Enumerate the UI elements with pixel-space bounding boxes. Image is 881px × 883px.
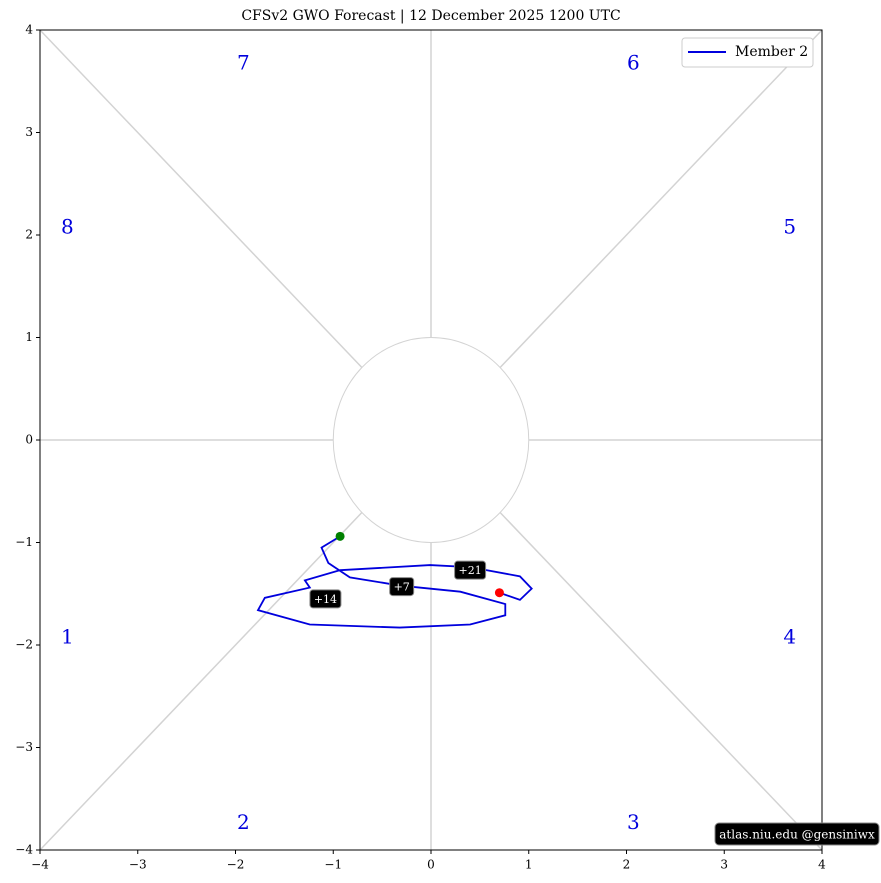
phase-label: 8 xyxy=(61,214,74,238)
phase-label: 2 xyxy=(237,810,250,834)
chart-title: CFSv2 GWO Forecast | 12 December 2025 12… xyxy=(241,8,620,24)
watermark-box xyxy=(714,822,880,846)
center-circle xyxy=(332,337,530,543)
x-tick-label: −2 xyxy=(227,858,245,872)
x-tick-label: 3 xyxy=(720,858,728,872)
y-tick-label: 4 xyxy=(25,23,33,37)
phase-label: 3 xyxy=(627,810,640,834)
phase-label: 6 xyxy=(627,50,640,74)
x-tick-label: 2 xyxy=(623,858,631,872)
divider xyxy=(39,511,363,851)
y-tick-label: −2 xyxy=(15,638,33,652)
endpoint-marker xyxy=(494,588,504,598)
day-annotation: +7 xyxy=(389,577,415,597)
divider xyxy=(499,511,823,851)
annotation-label: +21 xyxy=(458,564,481,577)
legend: Member 2 xyxy=(681,37,814,68)
annotation-label: +7 xyxy=(394,581,410,594)
day-annotation: +14 xyxy=(309,589,342,609)
day-annotation: +21 xyxy=(454,560,487,580)
x-tick-label: −4 xyxy=(31,858,49,872)
phase-label: 4 xyxy=(783,624,796,648)
phase-label: 1 xyxy=(61,624,74,648)
annotation-box xyxy=(389,577,415,597)
y-tick-label: 3 xyxy=(25,125,33,139)
x-tick-label: −1 xyxy=(324,858,342,872)
watermark: atlas.niu.edu @gensiniwx xyxy=(714,822,880,846)
trajectory xyxy=(256,535,533,629)
legend-box xyxy=(681,37,814,68)
phase-label: 5 xyxy=(783,214,796,238)
x-tick-label: 4 xyxy=(818,858,826,872)
annotation-box xyxy=(454,560,487,580)
x-tick-label: 0 xyxy=(427,858,435,872)
y-tick-label: −3 xyxy=(15,740,33,754)
annotation-label: +14 xyxy=(314,593,337,606)
divider xyxy=(499,29,823,369)
y-tick-label: 1 xyxy=(25,330,33,344)
watermark-text: atlas.niu.edu @gensiniwx xyxy=(719,828,875,842)
phase-label: 7 xyxy=(237,50,250,74)
annotation-box xyxy=(309,589,342,609)
y-tick-label: −1 xyxy=(15,535,33,549)
y-tick-label: 0 xyxy=(25,433,33,447)
y-tick-label: −4 xyxy=(15,843,33,857)
x-tick-label: 1 xyxy=(525,858,533,872)
legend-label: Member 2 xyxy=(735,44,808,60)
x-tick-label: −3 xyxy=(129,858,147,872)
y-tick-label: 2 xyxy=(25,228,33,242)
endpoint-marker xyxy=(335,531,345,541)
divider xyxy=(39,29,363,369)
